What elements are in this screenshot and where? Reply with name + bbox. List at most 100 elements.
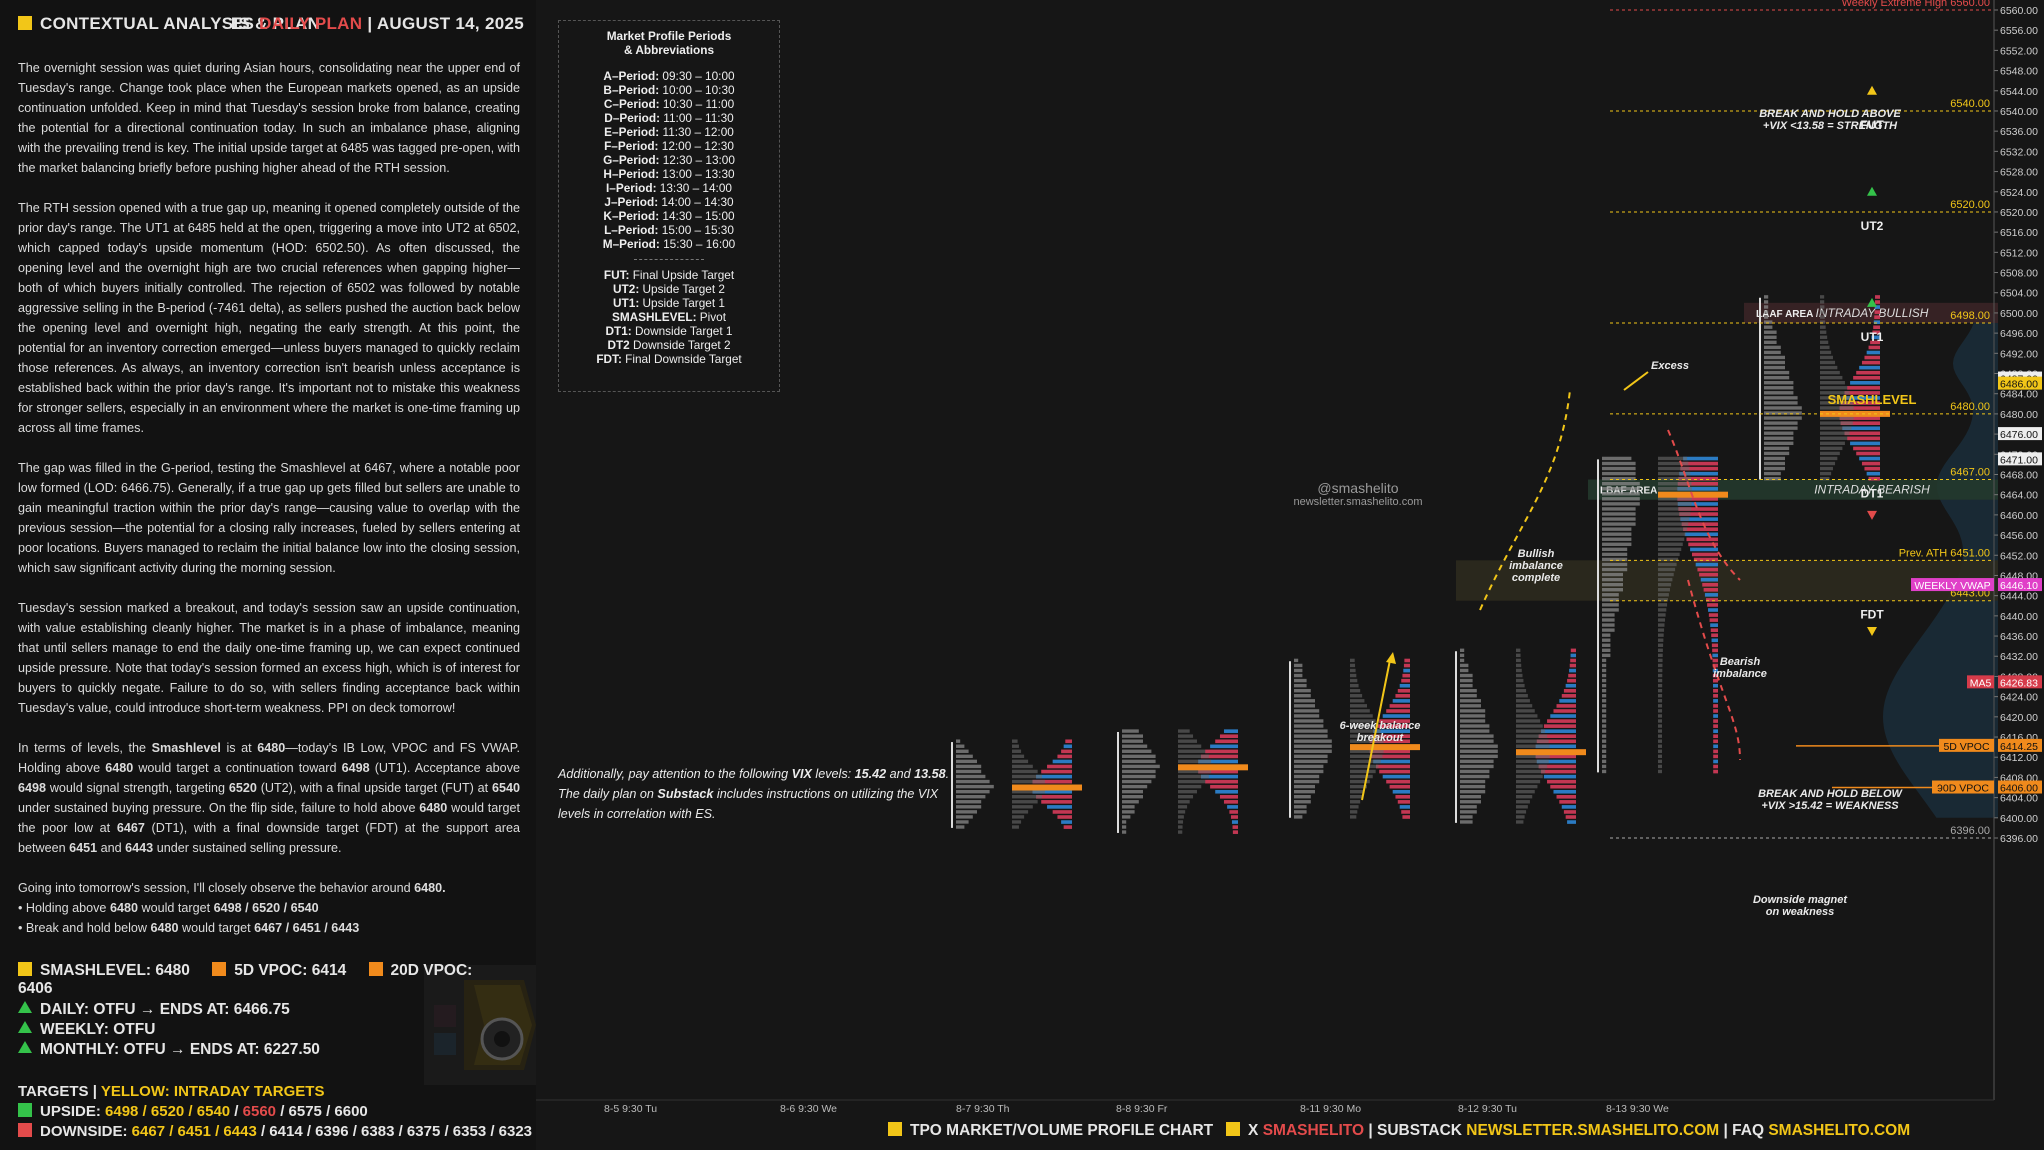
tpo-row [1460, 774, 1490, 779]
volume-bar [1516, 769, 1546, 774]
tpo-row [1602, 476, 1636, 481]
axis-tick-label: 6452.00 [2000, 550, 2038, 562]
volume-bar [1371, 734, 1410, 739]
volume-bar [1012, 764, 1033, 769]
tpo-row [1764, 330, 1777, 334]
tpo-row [1764, 320, 1773, 324]
volume-bar [1658, 527, 1688, 531]
periods-row: C–Period: 10:30 – 11:00 [603, 97, 735, 111]
tpo-row [956, 815, 973, 819]
tpo-row [1602, 683, 1607, 688]
periods-row: F–Period: 12:00 – 12:30 [604, 139, 734, 153]
volume-bar [1712, 663, 1718, 668]
volume-bar [1820, 375, 1843, 380]
volume-bar [1658, 557, 1679, 562]
tpo-row [1460, 800, 1481, 804]
periods-row: E–Period: 11:30 – 12:00 [604, 125, 734, 139]
tpo-row [1764, 391, 1794, 395]
volume-bar [1563, 810, 1576, 814]
volume-bar [1658, 653, 1663, 658]
substack-link[interactable]: NEWSLETTER.SMASHELITO.COM [1466, 1122, 1720, 1139]
volume-bar [1683, 456, 1718, 461]
volume-bar [1873, 320, 1880, 325]
tpo-row [1602, 603, 1619, 607]
volume-bar [1061, 820, 1072, 824]
panel-header: CONTEXTUAL ANALYSIS & PLAN ES DAILY PLAN… [18, 14, 524, 44]
tpo-row [1602, 598, 1619, 602]
periods-row: M–Period: 15:30 – 16:00 [602, 237, 736, 251]
price-tag-value: 6476.00 [2000, 429, 2038, 441]
faq-link[interactable]: SMASHELITO.COM [1768, 1122, 1911, 1139]
volume-bar [1012, 795, 1042, 799]
tpo-row [1460, 784, 1486, 789]
x-handle-link[interactable]: SMASHELITO [1262, 1122, 1365, 1139]
volume-bar [1658, 613, 1666, 617]
tpo-row [1460, 683, 1473, 688]
volume-bar [1712, 678, 1718, 683]
volume-bar [1395, 795, 1410, 799]
volume-bar [1219, 795, 1238, 799]
square-icon [18, 16, 32, 30]
tpo-row [1122, 749, 1152, 753]
tpo-row [1764, 426, 1798, 430]
axis-tick-label: 6528.00 [2000, 167, 2038, 179]
volume-bar [1713, 688, 1718, 693]
volume-bar [1690, 547, 1718, 552]
tpo-row [1602, 658, 1607, 663]
tpo-row [1122, 830, 1127, 834]
volume-bar [1399, 805, 1410, 809]
volume-bar [1057, 815, 1072, 819]
tpo-row [1764, 431, 1794, 435]
volume-bar [1711, 643, 1718, 648]
axis-tick-label: 6432.00 [2000, 651, 2038, 663]
volume-bar [1350, 673, 1357, 678]
axis-tick-label: 6424.00 [2000, 692, 2038, 704]
axis-tick-label: 6504.00 [2000, 288, 2038, 300]
level-label: 6480.00 [1950, 401, 1990, 413]
tpo-row [1460, 749, 1498, 753]
tpo-row [1602, 764, 1607, 769]
tpo-row [1460, 709, 1486, 713]
axis-tick-label: 6464.00 [2000, 490, 2038, 502]
panel-title: CONTEXTUAL ANALYSIS & PLAN [40, 14, 321, 33]
volume-bar [1693, 557, 1718, 562]
tpo-row [1294, 744, 1332, 748]
plan-date: ES DAILY PLAN | AUGUST 14, 2025 [231, 14, 524, 34]
tpo-row [1460, 744, 1498, 748]
volume-bar [1032, 779, 1072, 784]
volume-bar [1350, 714, 1373, 718]
volume-bar [1658, 633, 1664, 637]
axis-tick-label: 6516.00 [2000, 227, 2038, 239]
volume-bar [1681, 522, 1718, 526]
volume-bar [1012, 749, 1022, 753]
tpo-row [1602, 673, 1607, 678]
volume-bar [1223, 800, 1238, 804]
zone-band [1456, 560, 1998, 601]
volume-bar [1379, 719, 1410, 723]
tpo-row [956, 774, 986, 779]
tpo-row [1460, 668, 1469, 673]
volume-bar [1516, 754, 1550, 759]
volume-bar [1874, 305, 1880, 309]
volume-bar [1658, 719, 1663, 723]
volume-bar [1677, 481, 1718, 486]
volume-bar [1205, 779, 1238, 784]
volume-bar [1658, 481, 1692, 486]
volume-bar [1516, 658, 1521, 663]
volume-bar [1658, 456, 1688, 461]
volume-bar [1820, 305, 1825, 309]
monthly-trend: MONTHLY: OTFU → ENDS AT: 6227.50 [18, 1040, 320, 1060]
volume-bar [1658, 562, 1677, 567]
tpo-row [1602, 507, 1636, 511]
chart-annotation: 6-week balance breakout [1339, 720, 1421, 744]
volume-bar [1404, 658, 1410, 663]
price-tag: WEEKLY VWAP 6446.10 [1911, 578, 2042, 592]
tpo-row [1294, 709, 1320, 713]
volume-bar [1516, 678, 1524, 683]
axis-tick-label: 6460.00 [2000, 510, 2038, 522]
tpo-row [1460, 688, 1477, 693]
volume-bar [1711, 638, 1718, 643]
volume-bar [1658, 638, 1664, 642]
tpo-row [1294, 719, 1324, 723]
volume-bar [1569, 668, 1576, 673]
